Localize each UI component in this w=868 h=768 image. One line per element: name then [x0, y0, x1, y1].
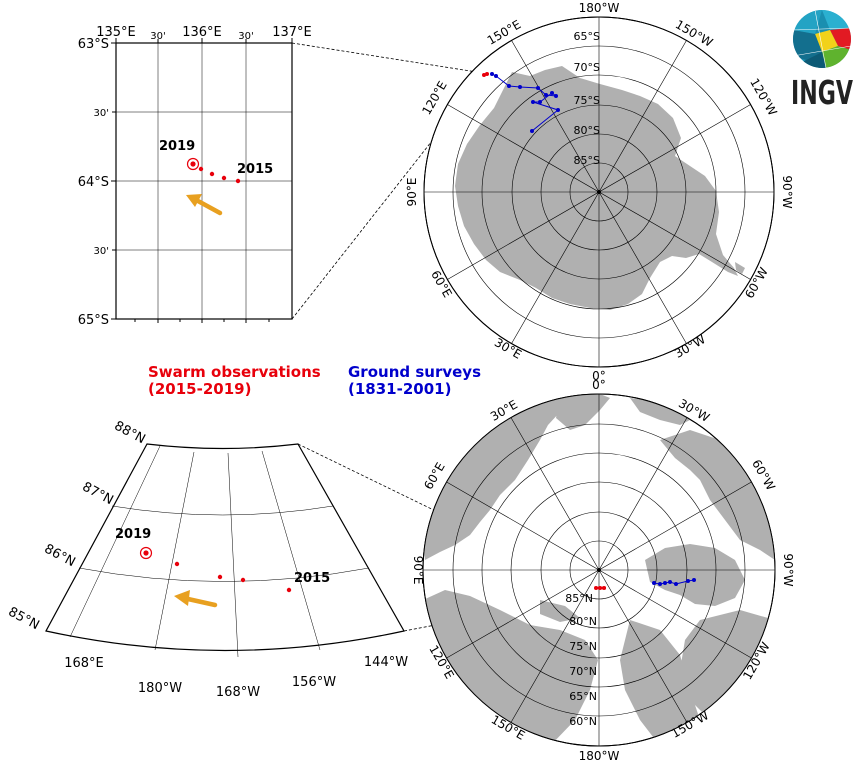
north-inset-lat-tick: 87°N	[80, 480, 116, 509]
north-inset-lon-tick: 156°W	[292, 675, 336, 690]
swarm-points-south	[482, 72, 489, 77]
south-inset-lon-tick: 137°E	[272, 25, 312, 40]
north-inset-lat-tick: 88°N	[112, 419, 148, 448]
north-lat-label: 80°N	[569, 615, 597, 628]
south-polar-map: 180°W 150°W 120°W 90°W 60°W 30°W 0° 30°E…	[405, 1, 794, 383]
south-lon-label: 180°W	[579, 1, 620, 15]
south-year-start: 2019	[159, 139, 195, 154]
ground-survey-track-south	[491, 73, 560, 132]
ground-survey-points-north	[652, 578, 696, 586]
legend-swarm-years: (2015-2019)	[148, 380, 251, 398]
south-lon-label: 90°W	[780, 175, 794, 208]
zoom-connector	[291, 42, 484, 74]
north-lon-label: 0°	[592, 378, 606, 392]
legend-ground-label: Ground surveys	[348, 363, 481, 381]
swarm-point	[286, 587, 292, 593]
south-inset-lon-tick: 30'	[150, 31, 165, 42]
south-lon-label: 0°	[592, 369, 606, 383]
north-year-end: 2015	[294, 571, 330, 586]
legend: Swarm observations (2015-2019) Ground su…	[148, 363, 481, 398]
north-pole-point	[597, 568, 601, 572]
south-inset-lon-tick: 135°E	[96, 25, 136, 40]
south-inset: 135°E 30' 136°E 30' 137°E 63°S 30' 64°S …	[78, 25, 312, 328]
logo-text: INGV	[791, 73, 853, 112]
globe-icon	[793, 10, 851, 68]
north-lat-label: 60°N	[569, 715, 597, 728]
north-inset-lat-tick: 85°N	[6, 605, 42, 634]
swarm-point	[217, 574, 223, 580]
drift-arrow-icon	[174, 590, 218, 608]
south-lat-label: 75°S	[574, 94, 600, 107]
ground-survey-points-south	[490, 72, 560, 133]
north-inset-lon-tick: 168°W	[216, 685, 260, 700]
north-year-start: 2019	[115, 527, 151, 542]
drift-arrow-icon	[186, 194, 223, 216]
legend-ground-years: (1831-2001)	[348, 380, 451, 398]
south-inset-lat-tick: 64°S	[78, 175, 109, 190]
south-inset-lat-tick: 30'	[94, 108, 109, 119]
south-inset-lat-tick: 30'	[94, 246, 109, 257]
swarm-point	[143, 550, 149, 556]
north-lon-label: 180°W	[579, 749, 620, 763]
south-year-end: 2015	[237, 162, 273, 177]
swarm-point	[235, 178, 241, 184]
north-lon-label: 90°E	[411, 556, 425, 585]
north-lon-label: 90°W	[781, 553, 795, 586]
north-inset: 88°N 87°N 86°N 85°N 168°E 180°W 168°W 15…	[6, 419, 409, 700]
swarm-point	[240, 577, 246, 583]
north-inset-lon-tick: 180°W	[138, 681, 182, 696]
ingv-logo: INGV	[791, 10, 853, 112]
south-lon-label: 90°E	[405, 178, 419, 207]
swarm-point-ring	[139, 546, 153, 560]
north-inset-lon-tick: 168°E	[64, 656, 104, 671]
swarm-point	[209, 171, 215, 177]
south-lat-label: 85°S	[574, 154, 600, 167]
swarm-point	[190, 161, 196, 167]
swarm-point	[174, 561, 180, 567]
south-inset-lat-tick: 65°S	[78, 313, 109, 328]
north-lat-label: 75°N	[569, 640, 597, 653]
north-lat-label: 65°N	[569, 690, 597, 703]
south-inset-lon-tick: 136°E	[182, 25, 222, 40]
north-lat-label: 85°N	[565, 592, 593, 605]
north-inset-lon-tick: 144°W	[364, 655, 408, 670]
south-pole-point	[597, 190, 601, 194]
swarm-point	[198, 166, 204, 172]
north-inset-lat-tick: 86°N	[42, 542, 78, 571]
legend-swarm-label: Swarm observations	[148, 363, 321, 381]
south-inset-lon-tick: 30'	[238, 31, 253, 42]
north-lat-label: 70°N	[569, 665, 597, 678]
south-lat-label: 65°S	[574, 30, 600, 43]
south-lat-label: 80°S	[574, 124, 600, 137]
swarm-point	[221, 175, 227, 181]
south-inset-lat-tick: 63°S	[78, 37, 109, 52]
swarm-point-ring	[186, 157, 200, 171]
south-lat-label: 70°S	[574, 61, 600, 74]
north-polar-map: 0° 30°W 60°W 90°W 120°W 150°W 180°W 150°…	[411, 378, 795, 763]
